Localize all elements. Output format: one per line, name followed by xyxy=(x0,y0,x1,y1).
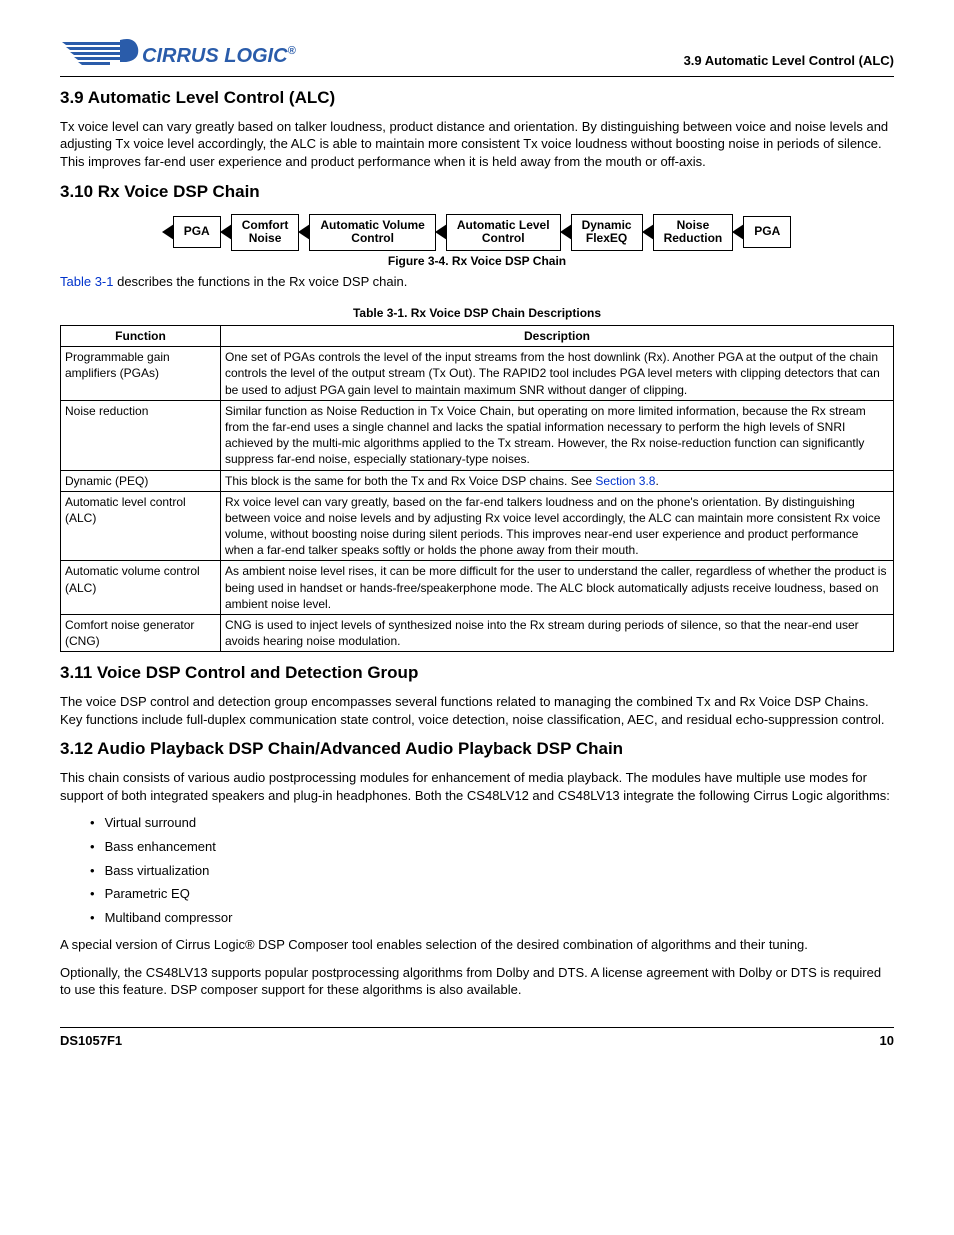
heading-3-10: 3.10 Rx Voice DSP Chain xyxy=(60,181,894,204)
cirrus-logo-icon: CIRRUS LOGIC® xyxy=(60,30,310,70)
section-3-8-link[interactable]: Section 3.8 xyxy=(595,474,655,488)
chain-block-alc: Automatic LevelControl xyxy=(446,214,561,252)
heading-3-12: 3.12 Audio Playback DSP Chain/Advanced A… xyxy=(60,738,894,761)
header-section-label: 3.9 Automatic Level Control (ALC) xyxy=(684,52,894,70)
table-row: Automatic level control (ALC) Rx voice l… xyxy=(61,491,894,561)
list-item: Bass virtualization xyxy=(90,862,894,880)
algorithm-list: Virtual surround Bass enhancement Bass v… xyxy=(90,814,894,926)
th-description: Description xyxy=(221,326,894,347)
figure-3-4: PGA ComfortNoise Automatic VolumeControl… xyxy=(60,214,894,270)
list-item: Parametric EQ xyxy=(90,885,894,903)
table-row: Dynamic (PEQ) This block is the same for… xyxy=(61,470,894,491)
page-number: 10 xyxy=(880,1032,894,1050)
para-3-9: Tx voice level can vary greatly based on… xyxy=(60,118,894,171)
table-row: Comfort noise generator (CNG) CNG is use… xyxy=(61,615,894,652)
doc-number: DS1057F1 xyxy=(60,1032,122,1050)
svg-text:CIRRUS LOGIC®: CIRRUS LOGIC® xyxy=(142,45,297,67)
chain-block-flexeq: DynamicFlexEQ xyxy=(571,214,643,252)
heading-3-9: 3.9 Automatic Level Control (ALC) xyxy=(60,87,894,110)
page-footer: DS1057F1 10 xyxy=(60,1032,894,1050)
para-3-12-2: A special version of Cirrus Logic® DSP C… xyxy=(60,936,894,954)
figure-caption: Figure 3-4. Rx Voice DSP Chain xyxy=(60,253,894,269)
table-caption: Table 3-1. Rx Voice DSP Chain Descriptio… xyxy=(60,305,894,321)
chain-block-pga2: PGA xyxy=(743,216,791,248)
table-row: Noise reduction Similar function as Nois… xyxy=(61,400,894,470)
list-item: Virtual surround xyxy=(90,814,894,832)
table-row: Programmable gain amplifiers (PGAs) One … xyxy=(61,347,894,401)
chain-block-pga1: PGA xyxy=(173,216,221,248)
chain-block-avc: Automatic VolumeControl xyxy=(309,214,435,252)
list-item: Multiband compressor xyxy=(90,909,894,927)
header-rule xyxy=(60,76,894,77)
footer-rule xyxy=(60,1027,894,1028)
table-row: Automatic volume control (ALC) As ambien… xyxy=(61,561,894,615)
para-3-12-3: Optionally, the CS48LV13 supports popula… xyxy=(60,964,894,999)
para-3-12-1: This chain consists of various audio pos… xyxy=(60,769,894,804)
chain-block-nr: NoiseReduction xyxy=(653,214,734,252)
table-3-1-link[interactable]: Table 3-1 xyxy=(60,274,113,289)
list-item: Bass enhancement xyxy=(90,838,894,856)
heading-3-11: 3.11 Voice DSP Control and Detection Gro… xyxy=(60,662,894,685)
brand-logo: CIRRUS LOGIC® xyxy=(60,30,310,70)
para-table-intro: Table 3-1 describes the functions in the… xyxy=(60,273,894,291)
para-3-11: The voice DSP control and detection grou… xyxy=(60,693,894,728)
page-header: CIRRUS LOGIC® 3.9 Automatic Level Contro… xyxy=(60,30,894,70)
chain-block-comfort-noise: ComfortNoise xyxy=(231,214,300,252)
dsp-chain-diagram: PGA ComfortNoise Automatic VolumeControl… xyxy=(60,214,894,252)
th-function: Function xyxy=(61,326,221,347)
table-3-1: Function Description Programmable gain a… xyxy=(60,325,894,652)
